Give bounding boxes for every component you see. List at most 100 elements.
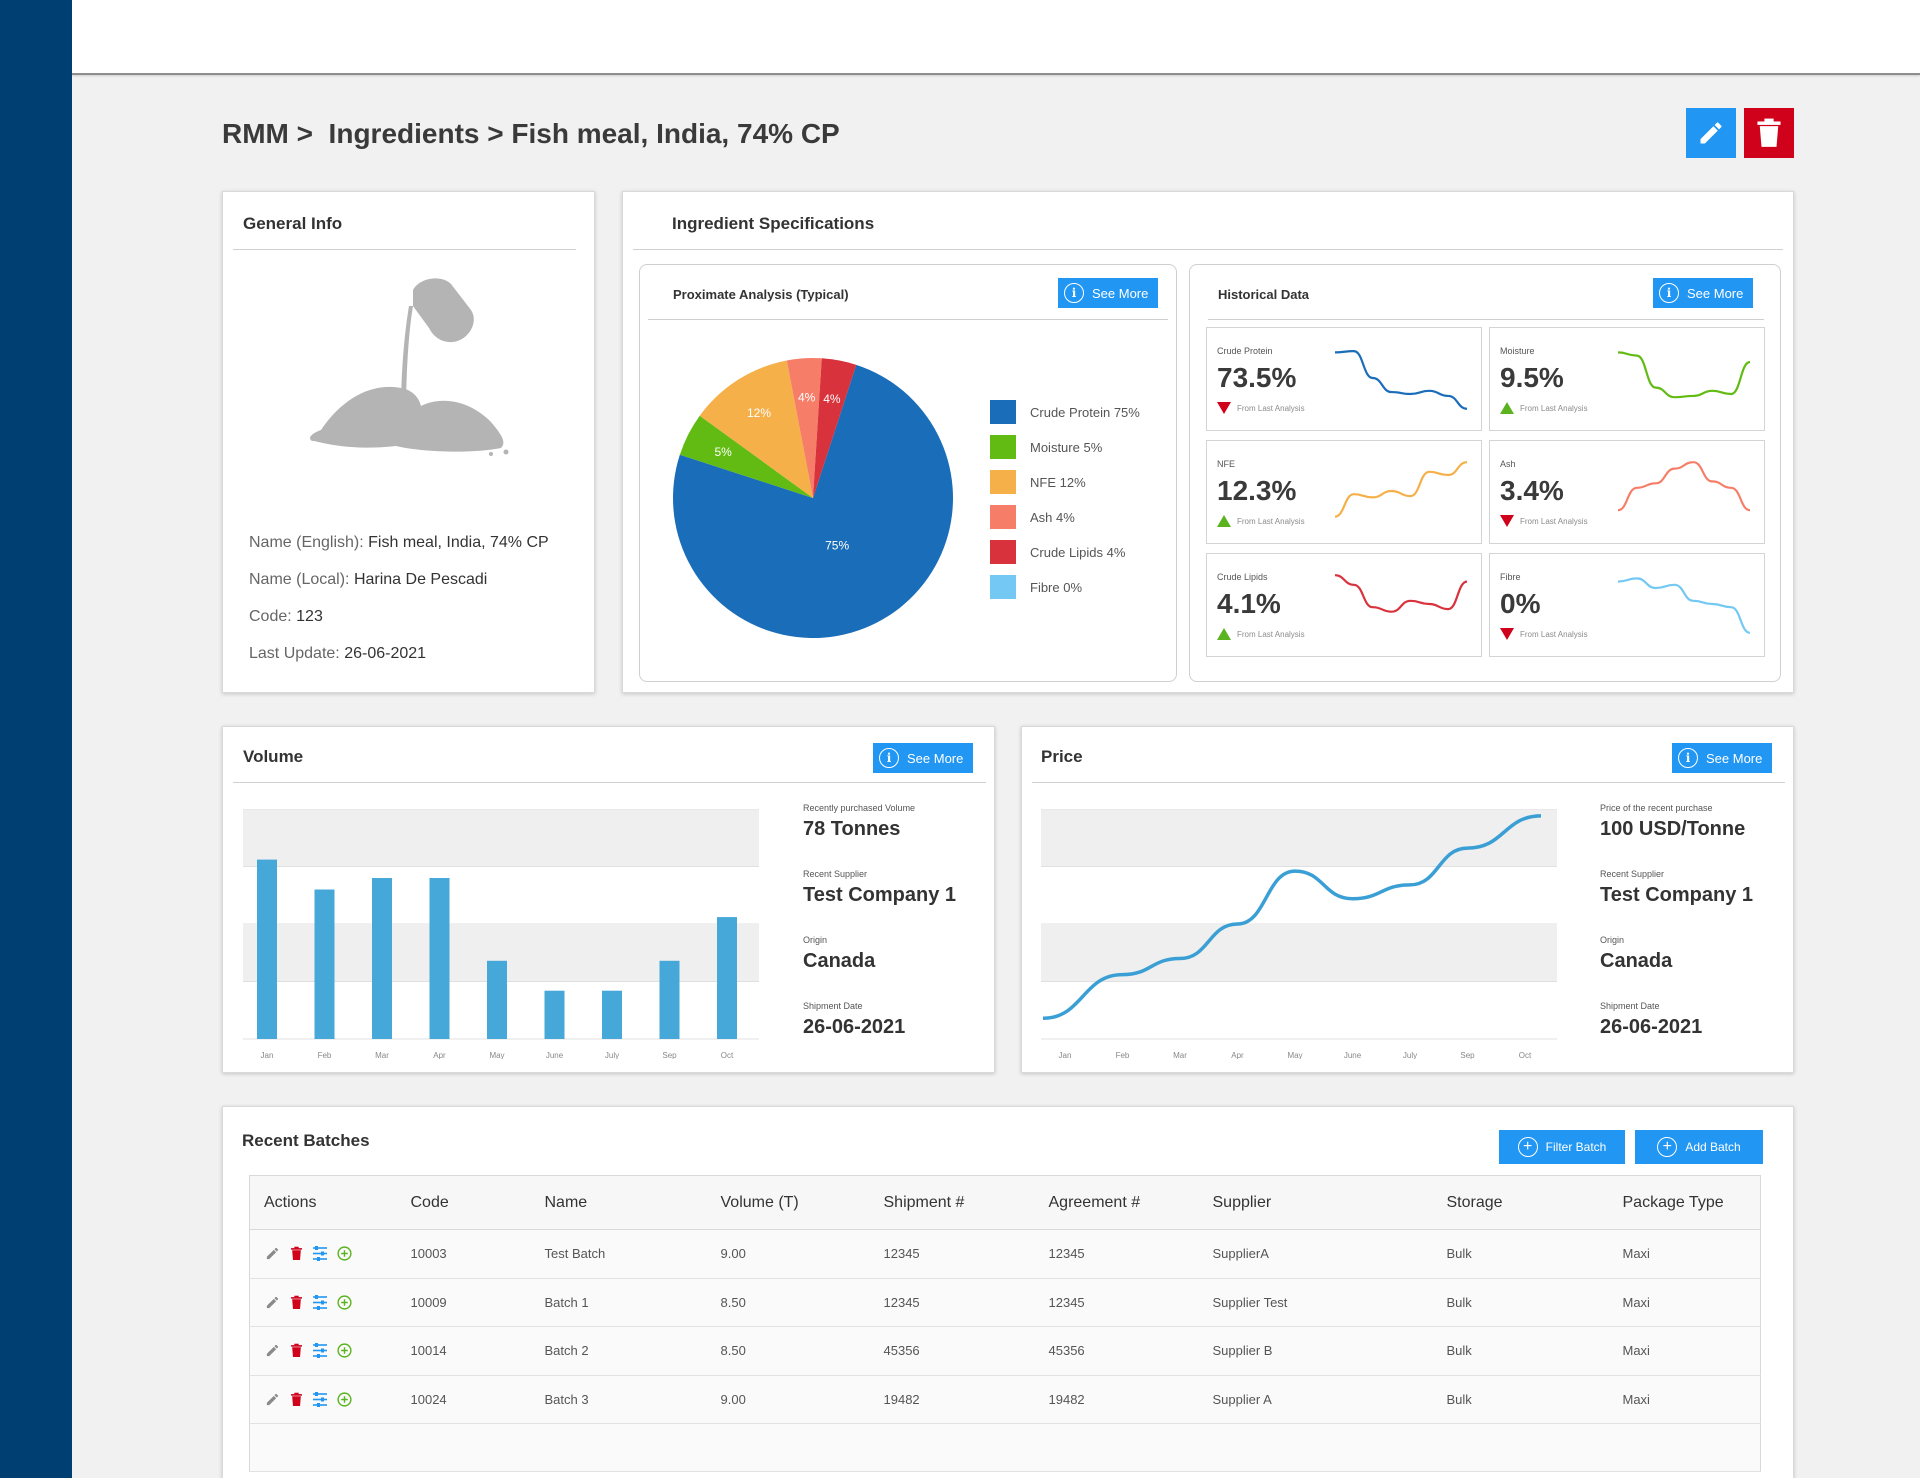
- metric-value: 73.5%: [1217, 362, 1297, 393]
- metric-card-fibre[interactable]: Fibre 0% From Last Analysis: [1489, 553, 1765, 657]
- x-tick-label: Mar: [1173, 1051, 1187, 1059]
- trend-text: From Last Analysis: [1520, 516, 1588, 526]
- metric-value: 4.1%: [1217, 588, 1281, 619]
- bar-apr[interactable]: [429, 878, 450, 1039]
- bar-may[interactable]: [487, 960, 507, 1039]
- proximate-see-more-button[interactable]: i See More: [1058, 278, 1159, 308]
- stat-value: 100 USD/Tonne: [1600, 818, 1746, 840]
- historical-data-title: Historical Data: [1218, 287, 1310, 302]
- pie-slice-moisture[interactable]: [679, 415, 813, 498]
- name-local-label: Name (Local):: [249, 571, 350, 588]
- x-tick-label: Oct: [721, 1051, 734, 1059]
- x-tick-label: June: [1344, 1051, 1362, 1059]
- metric-card-crude-protein[interactable]: Crude Protein 73.5% From Last Analysis: [1206, 327, 1482, 431]
- sliders-icon[interactable]: [312, 1391, 328, 1407]
- col-code[interactable]: Code: [396, 1175, 531, 1230]
- metric-label: Crude Protein: [1217, 346, 1273, 356]
- bar-jan[interactable]: [257, 859, 277, 1039]
- info-icon: i: [1678, 748, 1698, 768]
- bar-june[interactable]: [544, 990, 565, 1039]
- recent-batches-title: Recent Batches: [242, 1131, 370, 1150]
- trash-icon: [1757, 118, 1781, 147]
- col-name[interactable]: Name: [530, 1175, 707, 1230]
- bar-mar[interactable]: [372, 878, 392, 1039]
- price-see-more-button[interactable]: i See More: [1672, 743, 1773, 773]
- stat-label: Price of the recent purchase: [1600, 803, 1713, 813]
- add-circle-icon[interactable]: [336, 1294, 352, 1310]
- bar-feb[interactable]: [314, 889, 335, 1040]
- add-circle-icon[interactable]: [336, 1343, 352, 1359]
- x-tick-label: June: [546, 1051, 564, 1059]
- pie-slice-label: 4%: [823, 392, 841, 406]
- add-batch-button[interactable]: + Add Batch: [1635, 1130, 1763, 1164]
- x-tick-label: Apr: [433, 1051, 446, 1059]
- col-supplier[interactable]: Supplier: [1198, 1175, 1433, 1230]
- edit-button[interactable]: [1686, 108, 1736, 158]
- metric-label: Moisture: [1500, 346, 1535, 356]
- sparkline-path: [1617, 461, 1751, 512]
- stat-label: Shipment Date: [1600, 1001, 1660, 1011]
- historical-see-more-button[interactable]: i See More: [1653, 278, 1754, 308]
- legend-swatch: [990, 435, 1016, 459]
- delete-button[interactable]: [1744, 108, 1794, 158]
- cell-code: 10009: [396, 1278, 531, 1327]
- code-label: Code:: [249, 608, 292, 625]
- code-row: Code: 123: [249, 608, 323, 626]
- pie-slice-nfe[interactable]: [699, 360, 813, 498]
- bar-sep[interactable]: [659, 960, 680, 1039]
- info-icon: i: [1064, 283, 1084, 303]
- col-shipment[interactable]: Shipment #: [869, 1175, 1035, 1230]
- x-tick-label: Oct: [1519, 1051, 1532, 1059]
- pie-slice-crude-protein[interactable]: [673, 364, 953, 638]
- pencil-icon[interactable]: [264, 1294, 280, 1310]
- info-icon: i: [879, 748, 899, 768]
- row-actions: [249, 1375, 397, 1424]
- pie-slice-crude-lipids[interactable]: [813, 358, 857, 498]
- trend-text: From Last Analysis: [1520, 403, 1588, 413]
- cell-shipment: 12345: [869, 1278, 1035, 1327]
- stat-label: Shipment Date: [803, 1001, 863, 1011]
- trash-icon[interactable]: [288, 1391, 304, 1407]
- sliders-icon[interactable]: [312, 1294, 328, 1310]
- filter-batch-button[interactable]: + Filter Batch: [1499, 1130, 1625, 1164]
- metric-card-nfe[interactable]: NFE 12.3% From Last Analysis: [1206, 440, 1482, 544]
- bar-july[interactable]: [602, 990, 622, 1039]
- add-circle-icon[interactable]: [336, 1246, 352, 1262]
- stat-value: 26-06-2021: [1600, 1016, 1703, 1038]
- metric-card-crude-lipids[interactable]: Crude Lipids 4.1% From Last Analysis: [1206, 553, 1482, 657]
- sliders-icon[interactable]: [312, 1343, 328, 1359]
- cell-code: 10014: [396, 1326, 531, 1376]
- add-circle-icon[interactable]: [336, 1391, 352, 1407]
- trash-icon[interactable]: [288, 1294, 304, 1310]
- metric-card-moisture[interactable]: Moisture 9.5% From Last Analysis: [1489, 327, 1765, 431]
- col-volume[interactable]: Volume (T): [706, 1175, 870, 1230]
- trash-icon[interactable]: [288, 1343, 304, 1359]
- volume-see-more-button[interactable]: i See More: [873, 743, 974, 773]
- proximate-analysis-panel: Proximate Analysis (Typical) i See More 7…: [639, 264, 1177, 682]
- empty-cell: [249, 1423, 1761, 1472]
- pencil-icon[interactable]: [264, 1343, 280, 1359]
- cell-supplier: Supplier Test: [1198, 1278, 1433, 1327]
- cell-name: Test Batch: [530, 1229, 707, 1279]
- metric-card-ash[interactable]: Ash 3.4% From Last Analysis: [1489, 440, 1765, 544]
- bar-oct[interactable]: [717, 917, 737, 1039]
- pie-slice-ash[interactable]: [786, 358, 822, 498]
- cell-supplier: SupplierA: [1198, 1229, 1433, 1279]
- pie-slice-label: 75%: [825, 538, 849, 552]
- col-package-type[interactable]: Package Type: [1608, 1175, 1761, 1230]
- sparkline-path: [1617, 577, 1751, 634]
- col-agreement[interactable]: Agreement #: [1034, 1175, 1199, 1230]
- table-row: 10009 Batch 1 8.50 12345 12345 Supplier Test B…: [249, 1278, 1761, 1327]
- metric-value: 0%: [1500, 588, 1541, 619]
- plus-circle-icon: +: [1657, 1137, 1678, 1157]
- stat-label: Origin: [803, 935, 828, 945]
- see-more-label: See More: [1706, 750, 1763, 766]
- table-row: 10014 Batch 2 8.50 45356 45356 Supplier B Bulk…: [249, 1326, 1761, 1376]
- col-storage[interactable]: Storage: [1432, 1175, 1609, 1230]
- general-info-title: General Info: [243, 214, 343, 233]
- legend-swatch: [990, 505, 1016, 529]
- pencil-icon[interactable]: [264, 1246, 280, 1262]
- trash-icon[interactable]: [288, 1246, 304, 1262]
- sliders-icon[interactable]: [312, 1246, 328, 1262]
- pencil-icon[interactable]: [264, 1391, 280, 1407]
